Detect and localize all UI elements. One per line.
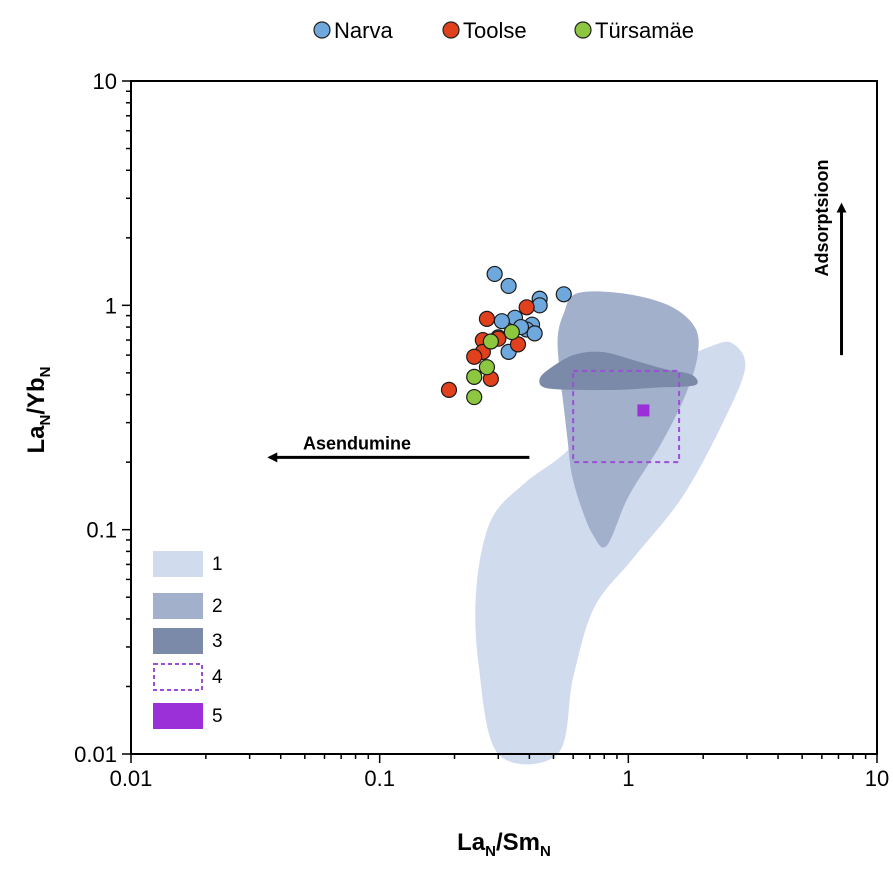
axis-ticks — [122, 80, 878, 763]
legend-item-toolse: Toolse — [442, 18, 527, 43]
x-axis-title-sub2: N — [540, 843, 551, 860]
y-tick-label: 0.1 — [86, 518, 117, 543]
adsorptsioon-label: Adsorptsioon — [812, 160, 832, 277]
plot-frame — [130, 80, 878, 755]
regions-layer — [475, 291, 746, 765]
region-legend-label-1: 1 — [212, 554, 223, 575]
axis-tick-labels: 0.01 0.1 1 10 0.01 0.1 1 10 — [74, 69, 889, 791]
x-tick-label: 10 — [865, 766, 889, 791]
x-tick-label: 1 — [622, 766, 634, 791]
y-axis-title: LaN/YbN — [23, 366, 54, 453]
y-tick-label: 0.01 — [74, 742, 117, 767]
region-legend-label-3: 3 — [212, 631, 223, 652]
region-legend-swatch-3 — [153, 628, 203, 654]
point-toolse — [466, 348, 483, 365]
point-tursamae — [466, 368, 483, 385]
region-legend-label-2: 2 — [212, 596, 223, 617]
y-axis-title-mid: /Yb — [23, 377, 50, 414]
legend-label-toolse: Toolse — [463, 18, 527, 43]
legend-label-tursamae: Türsamäe — [595, 18, 694, 43]
point-narva — [526, 325, 543, 342]
region-legend-swatch-1 — [153, 551, 203, 577]
point-narva — [555, 286, 572, 303]
region-legend-swatch-5 — [153, 703, 203, 729]
region-1 — [475, 341, 746, 765]
legend-item-narva: Narva — [313, 18, 393, 43]
y-tick-label: 1 — [105, 293, 117, 318]
point-toolse — [478, 310, 496, 328]
point-tursamae — [478, 359, 496, 376]
region-5-marker — [637, 404, 650, 417]
region-legend: 1 2 3 4 5 — [153, 551, 223, 729]
x-tick-label: 0.1 — [364, 766, 395, 791]
x-axis-title-mid: /Sm — [496, 829, 540, 856]
point-tursamae — [503, 323, 520, 341]
asendumine-label: Asendumine — [303, 433, 411, 453]
x-tick-label: 0.01 — [110, 766, 153, 791]
region-legend-swatch-2 — [153, 593, 203, 619]
y-axis-title-base: La — [23, 425, 50, 454]
point-toolse — [518, 299, 535, 316]
x-axis-title-base: La — [457, 829, 486, 856]
region-legend-label-5: 5 — [212, 706, 223, 727]
x-axis-title: LaN/SmN — [457, 829, 551, 860]
data-points — [440, 265, 572, 406]
legend-marker-toolse — [442, 21, 460, 39]
legend-marker-tursamae — [574, 21, 592, 39]
y-tick-label: 10 — [93, 69, 117, 94]
y-axis-title-sub2: N — [37, 366, 54, 377]
point-tursamae — [482, 333, 499, 350]
legend-label-narva: Narva — [334, 18, 393, 43]
series-legend: Narva Toolse Türsamäe — [313, 18, 694, 43]
y-axis-title-sub1: N — [37, 415, 54, 426]
region-legend-label-4: 4 — [212, 667, 223, 688]
point-narva — [500, 277, 517, 295]
point-toolse — [440, 381, 458, 398]
region-legend-swatch-4 — [153, 663, 203, 691]
point-narva — [486, 265, 503, 283]
legend-marker-narva — [313, 21, 331, 39]
x-axis-title-sub1: N — [485, 843, 496, 860]
annotations-layer: Asendumine Adsorptsioon — [267, 160, 847, 463]
point-tursamae — [466, 388, 483, 406]
legend-item-tursamae: Türsamäe — [574, 18, 694, 43]
